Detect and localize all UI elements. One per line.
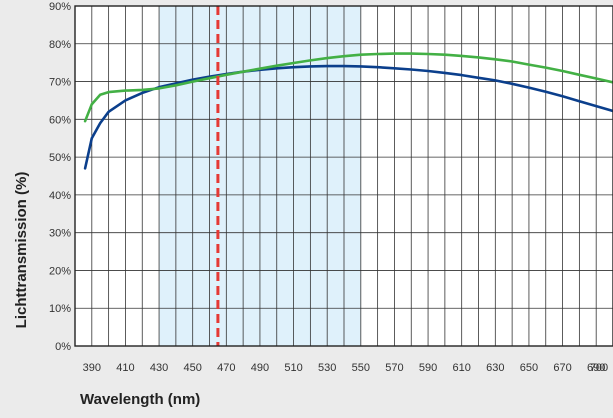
- x-tick-label: 690: [587, 362, 605, 374]
- x-tick-label: 630: [486, 362, 504, 374]
- x-tick-label: 550: [352, 362, 370, 374]
- plot-frame: [74, 5, 613, 347]
- x-tick-label: 390: [83, 362, 101, 374]
- y-tick-label: 20%: [49, 265, 71, 277]
- x-tick-label: 410: [116, 362, 134, 374]
- y-tick-label: 60%: [49, 114, 71, 126]
- y-tick-label: 50%: [49, 152, 71, 164]
- y-tick-label: 70%: [49, 77, 71, 89]
- x-tick-label: 650: [520, 362, 538, 374]
- y-tick-label: 80%: [49, 39, 71, 51]
- x-tick-label: 610: [453, 362, 471, 374]
- y-tick-label: 10%: [49, 303, 71, 315]
- y-axis-title: Lichttransmission (%): [13, 172, 30, 329]
- x-axis-title: Wavelength (nm): [80, 391, 200, 408]
- x-tick-label: 570: [385, 362, 403, 374]
- x-tick-label: 450: [184, 362, 202, 374]
- x-tick-label: 590: [419, 362, 437, 374]
- x-tick-label: 430: [150, 362, 168, 374]
- y-tick-label: 40%: [49, 190, 71, 202]
- x-tick-label: 490: [251, 362, 269, 374]
- x-tick-label: 670: [553, 362, 571, 374]
- series-line-2: [83, 52, 613, 123]
- x-tick-label: 510: [284, 362, 302, 374]
- x-tick-label: 470: [217, 362, 235, 374]
- y-tick-label: 90%: [49, 1, 71, 13]
- x-tick-label: 530: [318, 362, 336, 374]
- y-tick-label: 0%: [55, 341, 71, 353]
- x-tick-label: 700: [590, 362, 608, 374]
- y-tick-label: 30%: [49, 228, 71, 240]
